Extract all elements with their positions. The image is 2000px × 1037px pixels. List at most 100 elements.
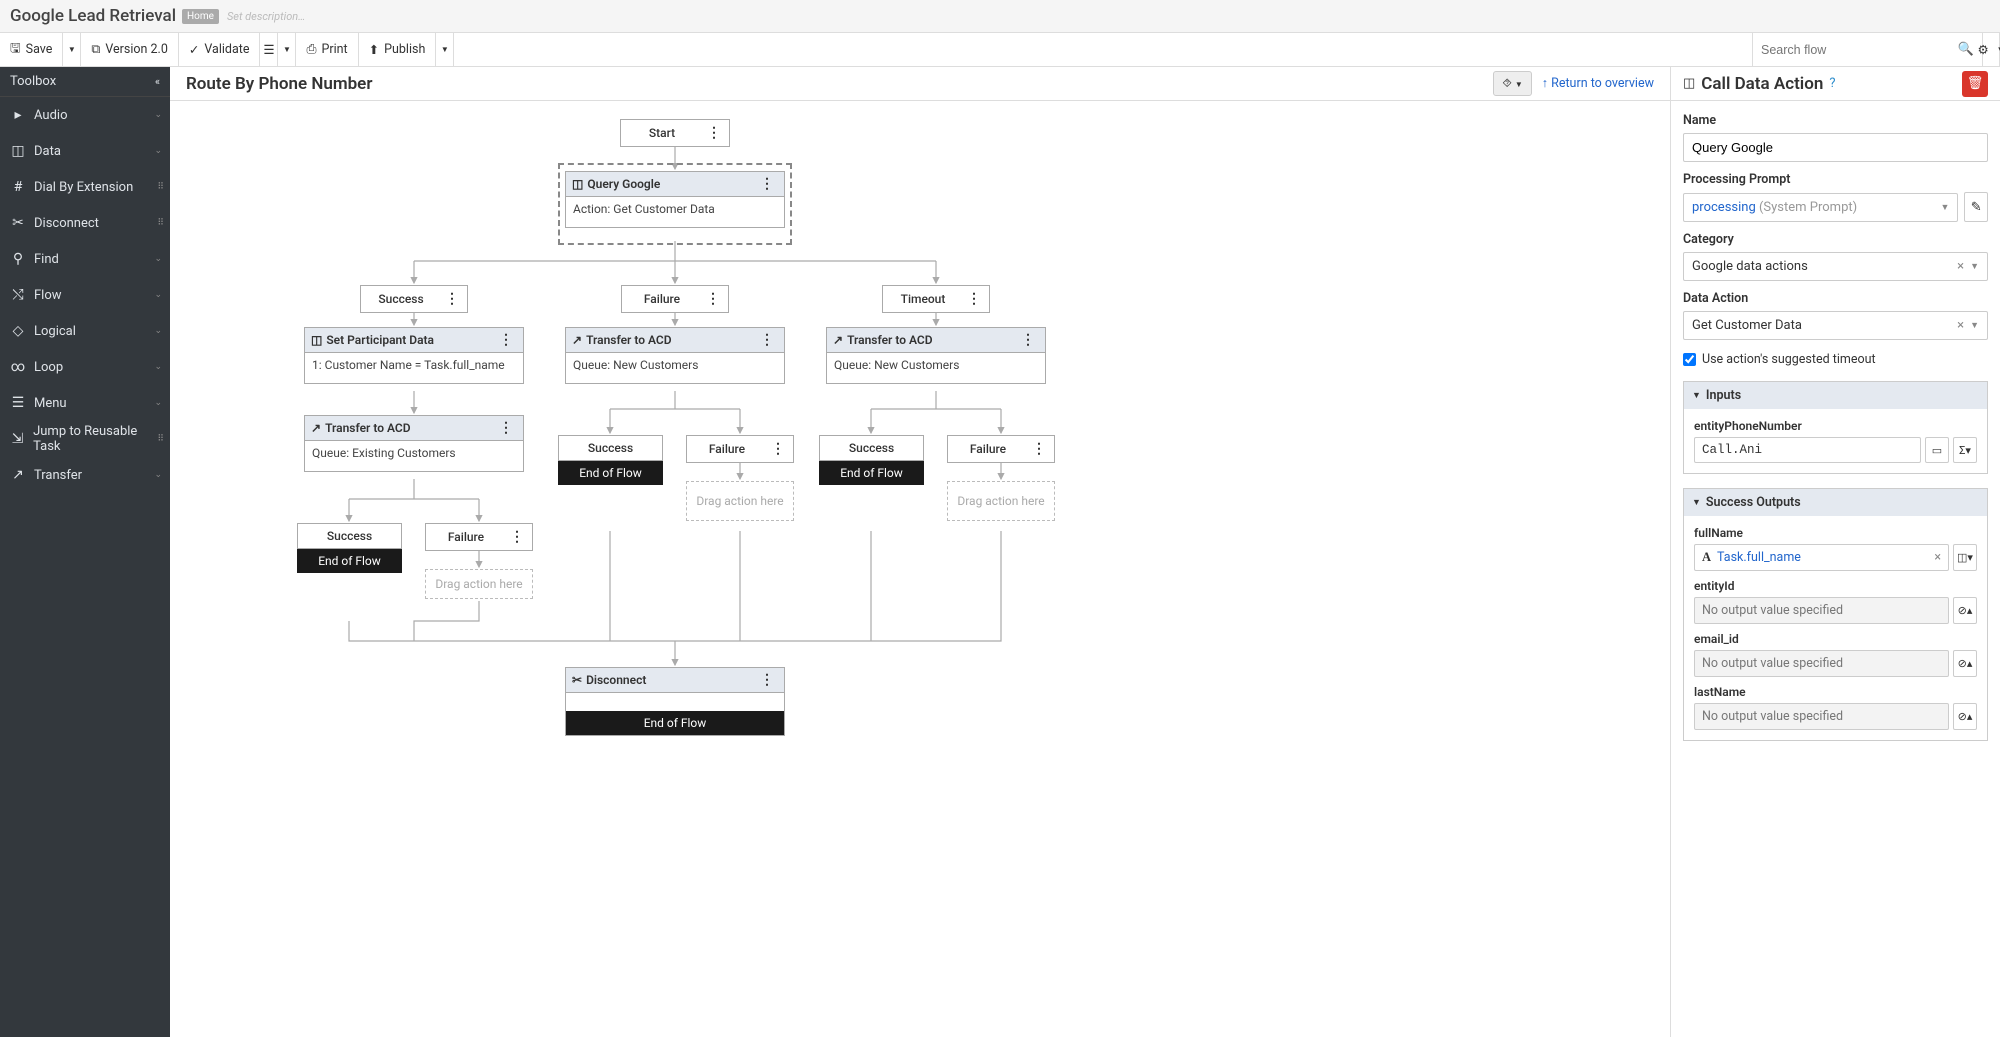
list-button[interactable]: ☰ — [260, 33, 278, 66]
home-badge[interactable]: Home — [182, 9, 219, 24]
node-menu-icon[interactable]: ⋮ — [504, 529, 524, 545]
sidebar-item-transfer[interactable]: ↗Transfer⌄ — [0, 457, 170, 493]
processing-prompt-select[interactable]: processing (System Prompt) ▼ — [1683, 193, 1958, 222]
failure-branch-2[interactable]: Failure ⋮ — [686, 435, 794, 463]
transfer-acd-timeout-node[interactable]: ↗ Transfer to ACD ⋮ Queue: New Customers — [826, 327, 1046, 384]
canvas-area: Route By Phone Number ⯑ ▼ ↑ Return to ov… — [170, 67, 1670, 1037]
node-menu-icon[interactable]: ⋮ — [495, 420, 517, 436]
toolbox-item-icon: ▸ — [10, 107, 26, 123]
sidebar-item-loop[interactable]: ∞Loop⌄ — [0, 349, 170, 385]
output-entityid-label: entityId — [1694, 579, 1977, 593]
query-google-node[interactable]: ◫ Query Google ⋮ Action: Get Customer Da… — [565, 171, 785, 228]
sidebar-item-data[interactable]: ◫Data⌄ — [0, 133, 170, 169]
tree-view-button[interactable]: ⯑ ▼ — [1493, 71, 1531, 96]
category-select[interactable]: Google data actions × ▼ — [1683, 252, 1988, 281]
timeout-checkbox[interactable] — [1683, 353, 1696, 366]
transfer-acd-failure-node[interactable]: ↗ Transfer to ACD ⋮ Queue: New Customers — [565, 327, 785, 384]
node-menu-icon[interactable]: ⋮ — [756, 176, 778, 192]
help-icon[interactable]: ? — [1829, 76, 1835, 91]
success-outputs-header[interactable]: ▼ Success Outputs — [1684, 489, 1987, 516]
print-button[interactable]: ⎙ Print — [296, 33, 358, 66]
disconnect-node[interactable]: ✂ Disconnect ⋮ End of Flow — [565, 667, 785, 736]
description-placeholder[interactable]: Set description… — [227, 10, 305, 23]
output-lastname-value[interactable]: No output value specified — [1694, 703, 1949, 730]
gear-icon: ⚙ — [1977, 42, 1988, 58]
switch-mode-button[interactable]: ▭ — [1925, 437, 1949, 463]
edit-prompt-button[interactable]: ✎ — [1964, 192, 1988, 222]
expression-button[interactable]: Σ▾ — [1953, 437, 1977, 463]
drop-zone[interactable]: Drag action here — [425, 569, 533, 599]
sidebar-item-dial-by-extension[interactable]: #Dial By Extension⠿ — [0, 169, 170, 205]
node-menu-icon[interactable]: ⋮ — [1026, 441, 1046, 457]
toolbox-header: Toolbox « — [0, 67, 170, 97]
input-entity-phone-value[interactable]: Call.Ani — [1694, 437, 1921, 463]
failure-branch[interactable]: Failure ⋮ — [621, 285, 729, 313]
clear-icon[interactable]: × — [1957, 318, 1964, 333]
settings-button[interactable]: ⚙▼ — [1982, 33, 2000, 66]
delete-button[interactable]: 🗑 — [1962, 71, 1988, 97]
return-to-overview-link[interactable]: ↑ Return to overview — [1542, 76, 1654, 91]
search-icon[interactable]: 🔍 — [1958, 42, 1974, 57]
sidebar-item-find[interactable]: ⚲Find⌄ — [0, 241, 170, 277]
success-end-node[interactable]: Success End of Flow — [819, 435, 924, 485]
collapse-icon[interactable]: « — [155, 75, 160, 88]
search-flow-input[interactable] — [1761, 43, 1958, 57]
output-mode-button[interactable]: ⊘▴ — [1953, 597, 1977, 624]
success-end-node[interactable]: Success End of Flow — [558, 435, 663, 485]
output-fullname-value[interactable]: A Task.full_name × — [1694, 544, 1949, 571]
transfer-acd-existing-node[interactable]: ↗ Transfer to ACD ⋮ Queue: Existing Cust… — [304, 415, 524, 472]
list-dropdown[interactable]: ▼ — [278, 33, 296, 66]
toolbox-item-icon: ↗ — [10, 467, 26, 483]
flow-canvas[interactable]: Start ⋮ ◫ Query Google ⋮ Action: Get Cus… — [170, 101, 1670, 1037]
publish-dropdown[interactable]: ▼ — [436, 33, 454, 66]
success-branch[interactable]: Success ⋮ — [360, 285, 468, 313]
sidebar-item-disconnect[interactable]: ✂Disconnect⠿ — [0, 205, 170, 241]
node-menu-icon[interactable]: ⋮ — [439, 291, 459, 307]
sidebar-item-menu[interactable]: ☰Menu⌄ — [0, 385, 170, 421]
node-menu-icon[interactable]: ⋮ — [961, 291, 981, 307]
data-action-select[interactable]: Get Customer Data × ▼ — [1683, 311, 1988, 340]
save-button[interactable]: 🖫 Save — [0, 33, 63, 66]
drop-zone[interactable]: Drag action here — [947, 481, 1055, 521]
properties-header: ◫ Call Data Action ? 🗑 — [1671, 67, 2000, 101]
version-button[interactable]: ⧉ Version 2.0 — [81, 33, 178, 66]
sidebar-item-flow[interactable]: ⤭Flow⌄ — [0, 277, 170, 313]
output-mode-button[interactable]: ◫▾ — [1953, 544, 1977, 571]
failure-branch-3[interactable]: Failure ⋮ — [947, 435, 1055, 463]
sidebar-item-audio[interactable]: ▸Audio⌄ — [0, 97, 170, 133]
node-menu-icon[interactable]: ⋮ — [1017, 332, 1039, 348]
success-end-node[interactable]: Success End of Flow — [297, 523, 402, 573]
node-menu-icon[interactable]: ⋮ — [701, 125, 721, 141]
toolbox-item-label: Transfer — [34, 468, 82, 483]
start-node[interactable]: Start ⋮ — [620, 119, 730, 147]
data-icon: ◫ — [1683, 76, 1695, 91]
set-participant-node[interactable]: ◫ Set Participant Data ⋮ 1: Customer Nam… — [304, 327, 524, 384]
clear-icon[interactable]: × — [1957, 259, 1964, 274]
publish-button[interactable]: ⬆ Publish — [359, 33, 437, 66]
copy-icon: ⧉ — [91, 42, 100, 57]
sidebar-item-jump-to-reusable-task[interactable]: ⇲Jump to Reusable Task⠿ — [0, 421, 170, 457]
node-menu-icon[interactable]: ⋮ — [756, 332, 778, 348]
save-dropdown[interactable]: ▼ — [63, 33, 81, 66]
end-of-flow: End of Flow — [558, 461, 663, 485]
node-menu-icon[interactable]: ⋮ — [756, 672, 778, 688]
output-entityid-value[interactable]: No output value specified — [1694, 597, 1949, 624]
chevron-down-icon: ▼ — [441, 45, 449, 54]
output-email-value[interactable]: No output value specified — [1694, 650, 1949, 677]
validate-button[interactable]: ✓ Validate — [179, 33, 261, 66]
node-menu-icon[interactable]: ⋮ — [765, 441, 785, 457]
toolbox-item-label: Data — [34, 144, 61, 159]
output-mode-button[interactable]: ⊘▴ — [1953, 650, 1977, 677]
node-menu-icon[interactable]: ⋮ — [700, 291, 720, 307]
failure-branch-4[interactable]: Failure ⋮ — [425, 523, 533, 551]
sidebar-item-logical[interactable]: ◇Logical⌄ — [0, 313, 170, 349]
output-mode-button[interactable]: ⊘▴ — [1953, 703, 1977, 730]
name-input[interactable] — [1683, 133, 1988, 162]
node-menu-icon[interactable]: ⋮ — [495, 332, 517, 348]
timeout-branch[interactable]: Timeout ⋮ — [882, 285, 990, 313]
drop-zone[interactable]: Drag action here — [686, 481, 794, 521]
timeout-checkbox-row[interactable]: Use action's suggested timeout — [1683, 352, 1988, 367]
inputs-header[interactable]: ▼ Inputs — [1684, 382, 1987, 409]
transfer-icon: ↗ — [311, 421, 321, 435]
clear-icon[interactable]: × — [1934, 550, 1941, 565]
